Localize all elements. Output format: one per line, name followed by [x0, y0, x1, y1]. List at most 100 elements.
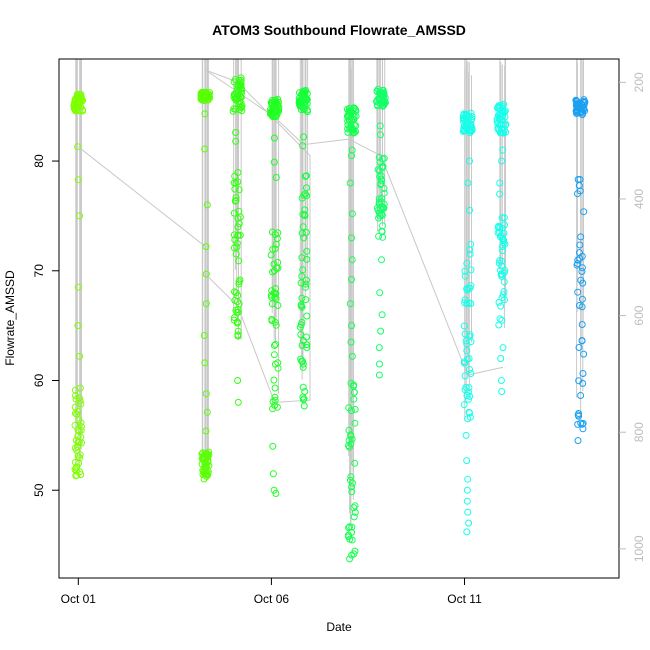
data-point — [301, 388, 309, 395]
data-point — [238, 107, 246, 115]
data-point — [463, 392, 471, 399]
data-point — [272, 290, 280, 298]
data-point — [573, 100, 581, 108]
y-tick-label: 80 — [32, 154, 46, 168]
data-point — [496, 257, 504, 264]
data-point — [376, 131, 384, 139]
x-tick-label: Oct 11 — [447, 592, 482, 606]
data-point — [462, 431, 470, 439]
data-point — [303, 255, 311, 263]
data-point — [268, 317, 276, 325]
data-point — [272, 285, 279, 292]
data-point — [578, 337, 586, 345]
data-point — [579, 370, 587, 377]
data-point — [234, 223, 242, 231]
data-point — [493, 115, 501, 123]
data-point — [274, 301, 282, 309]
y-tick-label: 60 — [32, 374, 46, 388]
data-point — [300, 234, 308, 242]
data-point — [375, 232, 383, 240]
data-point — [463, 285, 471, 293]
data-point — [463, 497, 471, 505]
y2-tick-label: 400 — [632, 189, 646, 209]
data-point — [231, 91, 239, 99]
data-point — [300, 402, 308, 410]
data-point — [71, 409, 79, 417]
data-point — [463, 347, 471, 355]
data-point — [378, 311, 386, 319]
data-point — [376, 289, 384, 297]
data-point — [575, 412, 583, 420]
data-point — [373, 98, 380, 106]
data-point — [465, 113, 473, 120]
data-point — [76, 397, 84, 405]
y-axis: 50 60 70 80 — [32, 154, 59, 497]
data-point — [350, 513, 358, 521]
data-point — [298, 254, 306, 262]
data-point — [579, 279, 587, 287]
data-point — [461, 296, 469, 304]
data-point — [79, 97, 87, 105]
data-point — [74, 176, 82, 184]
data-point — [234, 377, 242, 384]
data-point — [272, 96, 280, 104]
data-point — [202, 390, 210, 398]
data-point — [199, 449, 207, 457]
data-point — [297, 106, 305, 114]
data-point — [70, 100, 78, 108]
x-axis: Oct 01 Oct 06 Oct 11 — [61, 578, 482, 606]
data-point — [270, 486, 278, 494]
data-point — [346, 300, 354, 308]
data-point — [269, 470, 277, 478]
data-point — [235, 220, 243, 228]
data-point — [299, 383, 307, 391]
data-point — [466, 333, 474, 341]
data-point — [270, 376, 278, 384]
data-point — [76, 384, 84, 392]
data-point — [499, 344, 507, 352]
data-point — [269, 228, 276, 236]
data-point — [460, 401, 468, 409]
plot-layer — [70, 59, 589, 563]
data-point — [235, 76, 243, 84]
data-point — [461, 372, 469, 380]
data-point — [346, 179, 354, 187]
data-point — [74, 91, 82, 99]
data-point — [202, 427, 210, 435]
data-point — [71, 444, 79, 452]
data-point — [498, 214, 506, 222]
data-point — [230, 231, 238, 239]
data-point — [234, 327, 242, 335]
data-point — [495, 259, 503, 267]
data-point — [233, 319, 241, 327]
data-point — [271, 318, 279, 326]
data-point — [74, 143, 82, 151]
data-point — [234, 91, 242, 99]
data-point — [205, 462, 213, 470]
y2-tick-label: 800 — [632, 422, 646, 442]
data-point — [499, 146, 507, 154]
data-point — [231, 288, 238, 296]
data-point — [74, 408, 82, 415]
data-point — [578, 264, 586, 272]
data-point — [497, 302, 505, 310]
data-point — [377, 89, 385, 97]
data-point — [72, 395, 80, 403]
data-point — [201, 359, 209, 367]
data-point — [374, 102, 381, 110]
data-point — [500, 214, 508, 222]
data-point — [376, 122, 384, 130]
data-point — [580, 208, 588, 216]
data-point — [231, 197, 239, 205]
data-point — [348, 352, 356, 360]
data-point — [297, 331, 305, 338]
data-point — [375, 153, 383, 161]
data-point — [379, 233, 387, 241]
data-point — [235, 257, 243, 265]
data-point — [497, 355, 505, 362]
data-point — [495, 102, 503, 110]
data-point — [301, 101, 309, 109]
data-point — [299, 142, 307, 150]
data-point — [234, 398, 242, 406]
data-point — [460, 358, 468, 366]
